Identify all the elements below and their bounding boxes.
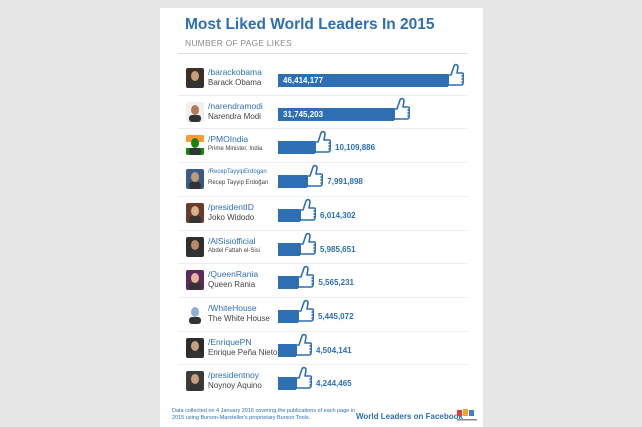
- page-handle[interactable]: /presidentnoy: [208, 370, 260, 381]
- row-divider: [178, 364, 468, 366]
- thumbs-up-icon: [390, 97, 411, 120]
- leader-name: Barack Obama: [208, 78, 262, 87]
- page-handle[interactable]: /WhiteHouse: [208, 302, 257, 313]
- row-divider: [178, 330, 468, 332]
- leader-row: /presidentID Joko Widodo 6,014,302: [160, 195, 483, 228]
- title-divider: [178, 53, 468, 54]
- avatar-photo: [186, 270, 204, 291]
- bar-value-label: 5,985,651: [319, 244, 356, 254]
- row-divider: [178, 263, 468, 265]
- page-handle[interactable]: /barackobama: [208, 67, 262, 77]
- thumbs-up-icon: [296, 198, 317, 221]
- page-handle[interactable]: /EnriquePN: [208, 336, 252, 347]
- page-handle[interactable]: /narendramodi: [208, 100, 263, 111]
- bar: [278, 74, 448, 87]
- page-handle[interactable]: /AlSisiofficial: [208, 235, 256, 246]
- bar-value-label: 10,109,886: [335, 143, 376, 153]
- leader-name: Noynoy Aquino: [208, 381, 262, 391]
- footer-brand: World Leaders on Facebook: [356, 412, 463, 421]
- thumbs-up-icon: [294, 266, 315, 289]
- leader-name: Enrique Peña Nieto: [208, 347, 278, 357]
- thumbs-up-icon: [292, 367, 312, 390]
- leader-name: The White House: [208, 313, 270, 323]
- avatar-photo: [186, 169, 204, 190]
- leader-name: Prime Minister, India: [208, 146, 263, 153]
- avatar-photo: [186, 303, 204, 324]
- avatar-photo: [186, 337, 204, 358]
- leader-row: /narendramodi Narendra Modi 31,745,203: [160, 94, 483, 127]
- avatar-photo: [186, 68, 204, 88]
- burson-marsteller-logo: [457, 409, 477, 421]
- leader-name: Recep Tayyip Erdoğan: [208, 180, 269, 187]
- thumbs-up-icon: [295, 232, 316, 255]
- bar: [278, 276, 299, 290]
- bar: [278, 175, 308, 189]
- leader-row: /barackobama Barack Obama 46,414,177: [160, 63, 483, 93]
- page-handle[interactable]: /RecepTayyipErdogan: [208, 169, 267, 176]
- page-handle[interactable]: /presidentID: [208, 201, 254, 212]
- infographic-card: Most Liked World Leaders In 2015 NUMBER …: [160, 8, 483, 427]
- thumbs-up-icon: [303, 164, 324, 188]
- chart-subtitle: NUMBER OF PAGE LIKES: [185, 38, 292, 48]
- page-handle[interactable]: /PMOIndia: [208, 134, 249, 145]
- leader-name: Abdel Fattah el-Sisi: [208, 247, 261, 254]
- bar-value-label: 31,745,203: [283, 109, 324, 119]
- footer-note: Data collected on 4 January 2016 coverin…: [172, 408, 356, 421]
- leader-row: /EnriquePN Enrique Peña Nieto 4,504,141: [160, 330, 483, 363]
- leader-row: /RecepTayyipErdogan Recep Tayyip Erdoğan 7…: [160, 162, 483, 194]
- bar-value-label: 4,504,141: [316, 345, 352, 355]
- thumbs-up-icon: [293, 299, 314, 322]
- leader-row: /presidentnoy Noynoy Aquino 4,244,465: [160, 364, 483, 396]
- chart-title: Most Liked World Leaders In 2015: [185, 16, 435, 33]
- row-divider: [178, 195, 468, 197]
- row-divider: [178, 162, 468, 164]
- row-divider: [178, 296, 468, 298]
- bar: [278, 208, 301, 222]
- bar: [278, 242, 300, 256]
- leader-row: /QueenRania Queen Rania 5,565,231: [160, 263, 483, 295]
- thumbs-up-icon: [444, 63, 464, 86]
- avatar-photo: [186, 371, 204, 392]
- bar: [278, 377, 296, 391]
- thumbs-up-icon: [292, 333, 312, 356]
- avatar-photo: [186, 101, 204, 122]
- leader-row: /AlSisiofficial Abdel Fattah el-Sisi 5,985…: [160, 229, 483, 262]
- bar-value-label: 6,014,302: [320, 210, 356, 220]
- bar-value-label: 7,991,898: [327, 177, 363, 187]
- bar-value-label: 5,445,072: [317, 311, 354, 321]
- avatar-photo: [186, 236, 204, 257]
- leader-name: Joko Widodo: [208, 212, 255, 222]
- bar-value-label: 4,244,465: [316, 379, 352, 389]
- avatar-photo: [186, 135, 204, 156]
- row-divider: [178, 229, 468, 231]
- bar: [278, 141, 316, 155]
- bar-value-label: 46,414,177: [283, 76, 324, 85]
- leader-row: /WhiteHouse The White House 5,445,072: [160, 296, 483, 329]
- bar: [278, 343, 296, 357]
- leader-name: Narendra Modi: [208, 111, 261, 121]
- thumbs-up-icon: [311, 131, 332, 154]
- bar: [278, 107, 395, 121]
- bar-value-label: 5,565,231: [318, 278, 354, 288]
- avatar-photo: [186, 202, 204, 223]
- bar: [278, 309, 298, 323]
- page-handle[interactable]: /QueenRania: [208, 269, 259, 280]
- leader-name: Queen Rania: [208, 280, 256, 290]
- row-divider: [178, 94, 468, 96]
- leader-row: /PMOIndia Prime Minister, India 10,109,886: [160, 128, 483, 160]
- row-divider: [178, 128, 468, 130]
